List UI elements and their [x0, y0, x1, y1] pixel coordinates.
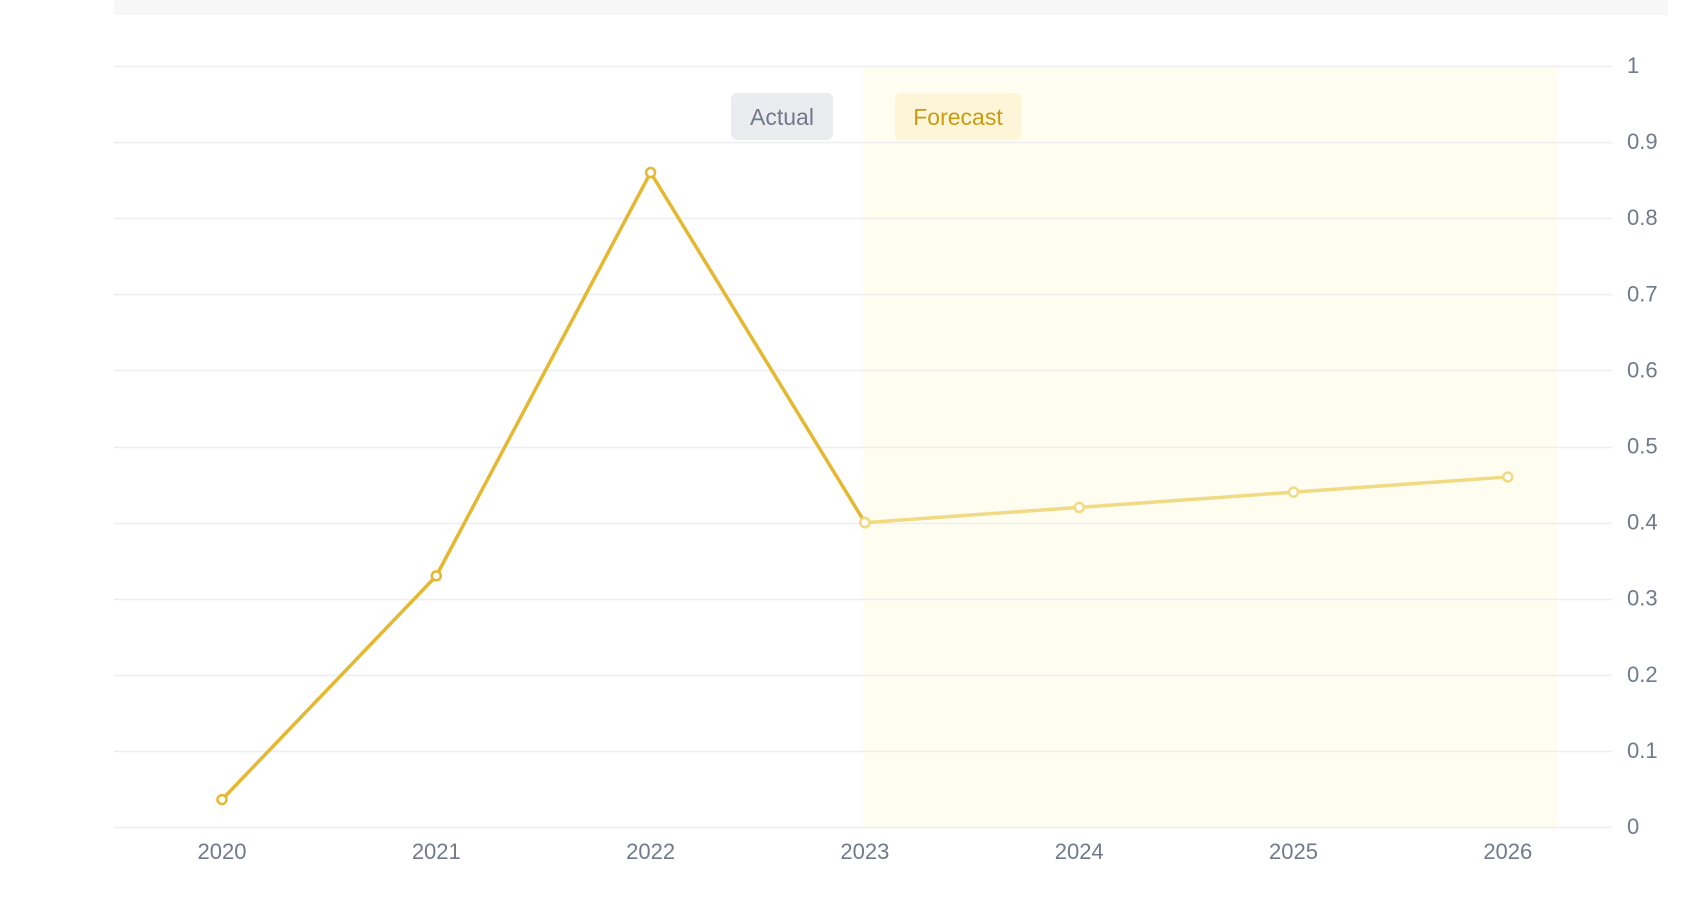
- y-tick-label: 0.6: [1627, 357, 1658, 382]
- y-tick-label: 0.2: [1627, 662, 1658, 687]
- x-tick-label: 2024: [1055, 839, 1104, 864]
- actual-badge-bg: [731, 93, 833, 140]
- y-tick-label: 0.3: [1627, 586, 1658, 611]
- line-layer: [220, 170, 1510, 802]
- forecast-badge: Forecast: [895, 93, 1021, 140]
- actual-point: [644, 166, 657, 179]
- y-tick-label: 0.7: [1627, 281, 1658, 306]
- forecast-point: [1502, 471, 1514, 483]
- actual-badge-label: Actual: [750, 104, 814, 130]
- y-tick-label: 0.9: [1627, 129, 1658, 154]
- forecast-region: [862, 66, 1558, 827]
- y-tick-label: 0.1: [1627, 738, 1658, 763]
- forecast-point: [1287, 486, 1300, 498]
- x-tick-label: 2020: [198, 839, 247, 864]
- y-tick-label: 1: [1627, 53, 1639, 78]
- x-axis: 2020 2021 2022 2023 2024 2025 2026: [198, 839, 1533, 864]
- y-tick-label: 0.4: [1627, 510, 1658, 535]
- y-tick-label: 0.5: [1627, 434, 1658, 459]
- badge-layer: Actual Forecast: [731, 93, 1021, 140]
- actual-point: [430, 570, 443, 582]
- forecast-badge-bg: [895, 93, 1021, 140]
- forecast-region-layer: [862, 66, 1558, 827]
- x-tick-label: 2021: [412, 839, 461, 864]
- x-tick-label: 2023: [840, 839, 889, 864]
- y-tick-label: 0: [1627, 814, 1639, 839]
- grid-layer: [114, 65, 1612, 829]
- x-tick-label: 2025: [1269, 839, 1318, 864]
- forecast-line: [863, 475, 1510, 525]
- actual-line: [220, 170, 867, 802]
- actual-badge: Actual: [731, 93, 833, 140]
- forecast-badge-label: Forecast: [913, 104, 1003, 130]
- actual-point: [216, 793, 228, 806]
- forecast-point: [1073, 501, 1085, 514]
- point-layer: [216, 166, 1514, 806]
- top-strip: [114, 0, 1668, 15]
- x-tick-label: 2026: [1483, 839, 1532, 864]
- x-tick-label: 2022: [626, 839, 675, 864]
- forecast-point: [859, 516, 871, 529]
- y-axis: 0 0.1 0.2 0.3 0.4 0.5 0.6 0.7 0.8 0.9 1: [1627, 53, 1658, 839]
- y-tick-label: 0.8: [1627, 205, 1658, 230]
